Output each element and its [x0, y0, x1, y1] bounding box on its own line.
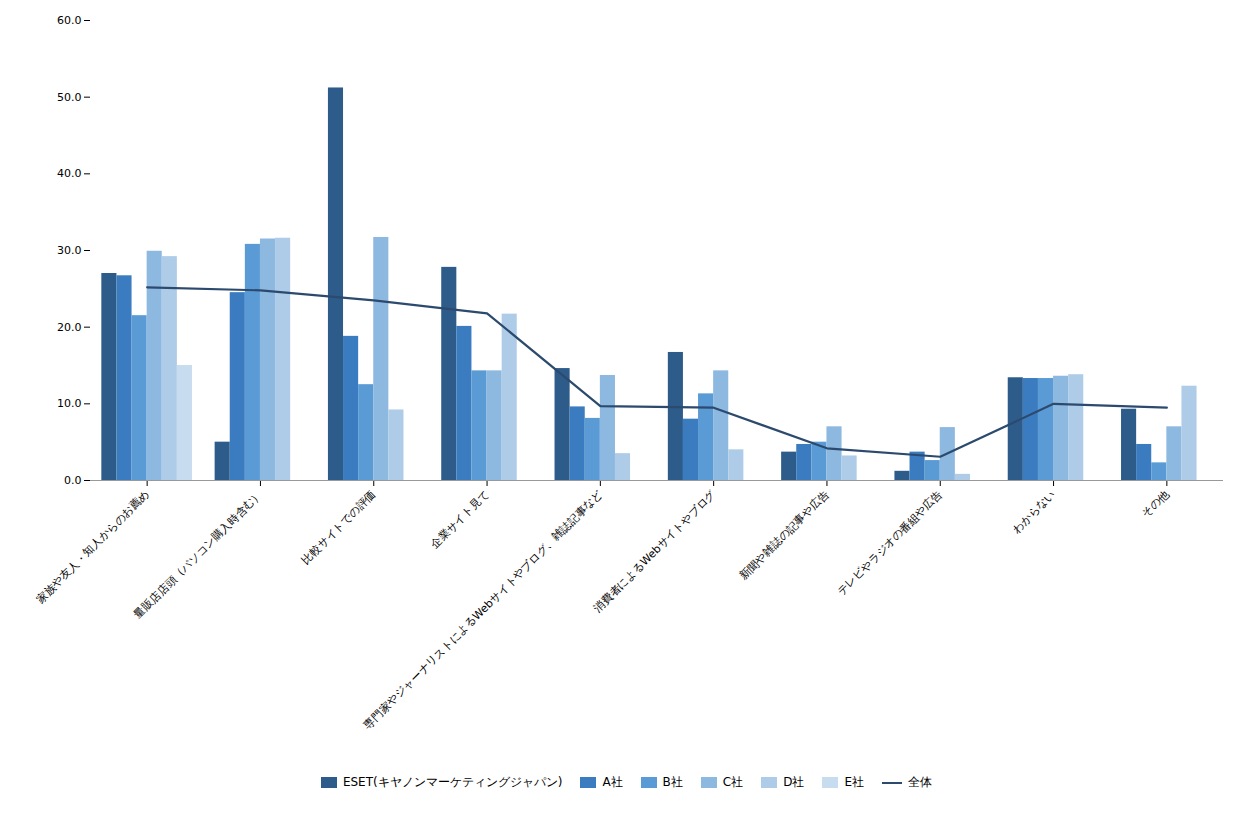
- svg-text:20.0: 20.0: [57, 321, 82, 334]
- svg-text:新聞や雑誌の記事や広告: 新聞や雑誌の記事や広告: [737, 488, 832, 583]
- html-text:C社: C社: [722, 775, 744, 789]
- svg-text:その他: その他: [1139, 488, 1172, 521]
- svg-text:消費者によるWebサイトやブログ: 消費者によるWebサイトやブログ: [591, 487, 719, 615]
- svg-text:テレビやラジオの番組や広告: テレビやラジオの番組や広告: [835, 488, 945, 598]
- html-text:D社: D社: [783, 775, 805, 789]
- svg-text:家族や友人・知人からのお薦め: 家族や友人・知人からのお薦め: [34, 488, 152, 606]
- html-text:ESET(キヤノンマーケティングジャパン): ESET(キヤノンマーケティングジャパン): [342, 775, 563, 789]
- svg-text:比較サイトでの評価: 比較サイトでの評価: [299, 488, 378, 567]
- svg-text:50.0: 50.0: [57, 91, 82, 104]
- svg-text:30.0: 30.0: [57, 244, 82, 257]
- svg-text:量販店店頭（パソコン購入時含む）: 量販店店頭（パソコン購入時含む）: [131, 488, 265, 622]
- html-text:E社: E社: [844, 775, 865, 789]
- svg-text:40.0: 40.0: [57, 167, 82, 180]
- html-text:B社: B社: [662, 775, 683, 789]
- svg-text:10.0: 10.0: [57, 397, 82, 410]
- html-text:全体: 全体: [908, 775, 933, 789]
- svg-text:わからない: わからない: [1010, 488, 1058, 536]
- svg-text:60.0: 60.0: [57, 14, 82, 27]
- svg-text:企業サイト見て: 企業サイト見て: [428, 488, 492, 552]
- svg-text:専門家やジャーナリストによるWebサイトやブログ、雑誌記事な: 専門家やジャーナリストによるWebサイトやブログ、雑誌記事など: [361, 488, 605, 732]
- svg-text:0.0: 0.0: [64, 474, 82, 487]
- html-text:A社: A社: [602, 775, 623, 789]
